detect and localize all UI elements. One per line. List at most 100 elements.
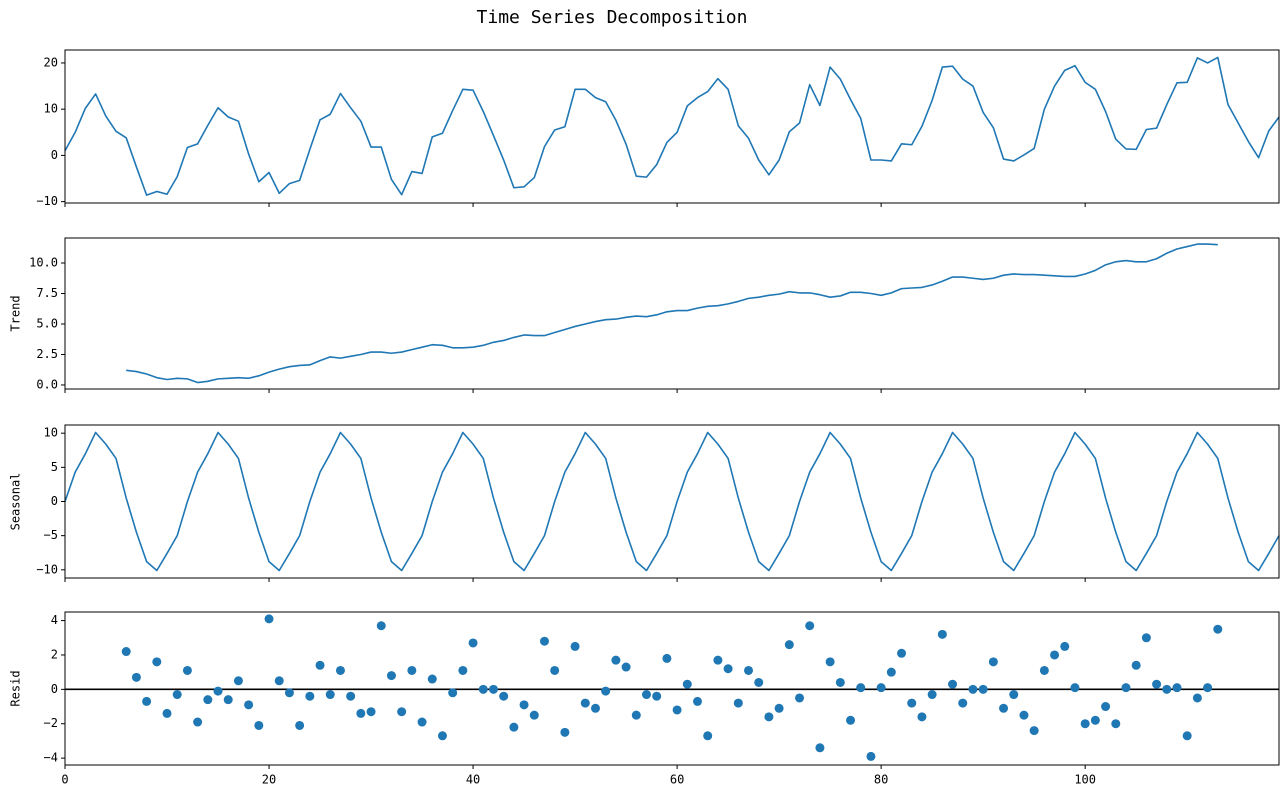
resid-point [213, 686, 223, 696]
resid-point [315, 660, 325, 670]
resid-point [672, 705, 682, 715]
resid-point [529, 710, 539, 720]
resid-point [172, 690, 182, 700]
resid-point [1039, 665, 1049, 675]
resid-point [927, 690, 937, 700]
resid-point [448, 688, 458, 698]
series-line [64, 56, 1280, 196]
resid-point [121, 647, 131, 657]
resid-point [917, 712, 927, 722]
resid-point [601, 686, 611, 696]
y-tick-label: −10 [36, 194, 58, 208]
resid-point [488, 684, 498, 694]
y-tick-label: 10 [44, 426, 58, 440]
resid-point [560, 727, 570, 737]
resid-point [774, 703, 784, 713]
resid-point [193, 717, 203, 727]
resid-point [703, 731, 713, 741]
resid-point [825, 657, 835, 667]
resid-point [550, 665, 560, 675]
y-axis-label: Resid [9, 670, 23, 706]
resid-point [937, 629, 947, 639]
resid-point [376, 621, 386, 631]
resid-point [1111, 719, 1121, 729]
resid-point [723, 664, 733, 674]
resid-point [152, 657, 162, 667]
y-tick-label: 2 [51, 647, 58, 661]
resid-point [233, 676, 243, 686]
resid-point [509, 722, 519, 732]
resid-point [866, 751, 876, 761]
resid-point [1192, 693, 1202, 703]
resid-point [305, 691, 315, 701]
resid-point [499, 691, 509, 701]
series-line [126, 243, 1218, 384]
resid-point [570, 641, 580, 651]
resid-point [611, 655, 621, 665]
panel-frame [64, 49, 1280, 204]
x-tick-label: 20 [262, 773, 276, 787]
y-axis-label: Trend [9, 295, 23, 331]
resid-point [437, 731, 447, 741]
resid-point [142, 696, 152, 706]
resid-point [539, 636, 549, 646]
resid-point [1029, 726, 1039, 736]
resid-point [478, 684, 488, 694]
y-tick-label: −5 [44, 528, 58, 542]
y-tick-label: 5.0 [36, 316, 58, 330]
resid-point [835, 677, 845, 687]
resid-point [846, 715, 856, 725]
resid-point [886, 667, 896, 677]
resid-point [764, 712, 774, 722]
resid-point [386, 671, 396, 681]
resid-point [1101, 702, 1111, 712]
resid-point [1131, 660, 1141, 670]
resid-point [1172, 683, 1182, 693]
resid-point [897, 648, 907, 658]
resid-point [876, 683, 886, 693]
resid-point [1152, 679, 1162, 689]
y-tick-label: 0 [51, 682, 58, 696]
resid-point [335, 665, 345, 675]
resid-point [958, 698, 968, 708]
y-tick-label: 0 [51, 494, 58, 508]
y-tick-label: 10 [44, 102, 58, 116]
y-tick-label: 7.5 [36, 286, 58, 300]
resid-point [907, 698, 917, 708]
y-tick-label: −4 [44, 751, 58, 765]
resid-point [346, 691, 356, 701]
resid-point [458, 665, 468, 675]
resid-point [784, 640, 794, 650]
resid-point [682, 679, 692, 689]
resid-point [162, 708, 172, 718]
resid-point [407, 665, 417, 675]
resid-point [693, 696, 703, 706]
resid-point [580, 698, 590, 708]
resid-point [1019, 710, 1029, 720]
resid-point [519, 700, 529, 710]
resid-point [1070, 683, 1080, 693]
resid-point [978, 684, 988, 694]
resid-point [1060, 641, 1070, 651]
resid-point [795, 693, 805, 703]
resid-point [631, 710, 641, 720]
panel-frame [64, 611, 1280, 766]
x-tick-label: 80 [874, 773, 888, 787]
resid-point [856, 683, 866, 693]
y-tick-label: 10.0 [29, 256, 58, 270]
resid-point [713, 655, 723, 665]
resid-point [274, 676, 284, 686]
resid-point [590, 703, 600, 713]
y-tick-label: −2 [44, 716, 58, 730]
chart-title: Time Series Decomposition [477, 7, 748, 28]
y-tick-label: −10 [36, 562, 58, 576]
resid-point [254, 720, 264, 730]
resid-point [662, 653, 672, 663]
resid-point [948, 679, 958, 689]
y-tick-label: 4 [51, 613, 58, 627]
resid-point [988, 657, 998, 667]
resid-point [1203, 683, 1213, 693]
resid-point [968, 684, 978, 694]
resid-point [131, 672, 141, 682]
